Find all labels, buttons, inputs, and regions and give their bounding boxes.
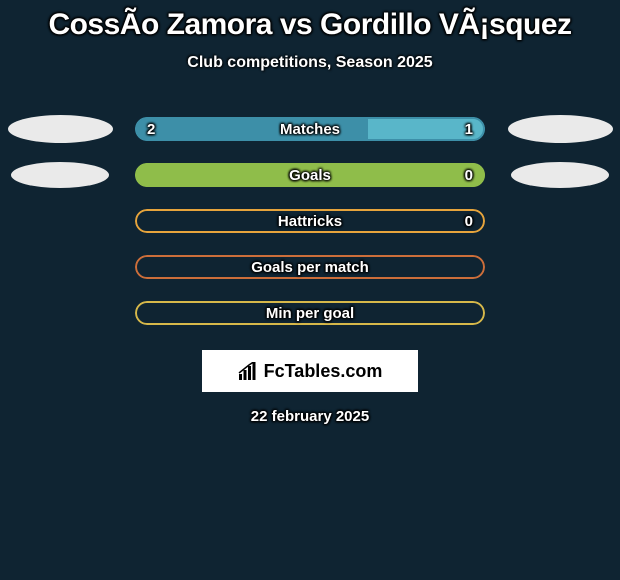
bar-label: Goals per match (135, 255, 485, 279)
player-bubble-right (508, 115, 613, 143)
logo-box[interactable]: FcTables.com (202, 350, 418, 392)
stat-row: Goals0 (0, 152, 620, 198)
stat-row: Min per goal (0, 290, 620, 336)
bar-label: Min per goal (135, 301, 485, 325)
bar-border (135, 209, 485, 233)
left-bubble-slot (0, 162, 120, 188)
player-bubble-left (8, 115, 113, 143)
stat-row: Matches21 (0, 106, 620, 152)
right-bubble-slot (500, 115, 620, 143)
bar-label: Hattricks (135, 209, 485, 233)
bars-icon (238, 362, 260, 380)
bar-center-wrap: Goals per match (120, 255, 500, 279)
logo-inner: FcTables.com (238, 361, 383, 382)
bar-border (135, 301, 485, 325)
page-title: CossÃo Zamora vs Gordillo VÃ¡squez (0, 8, 620, 42)
date-label: 22 february 2025 (0, 408, 620, 425)
bar-center-wrap: Goals0 (120, 163, 500, 187)
stat-bar: Hattricks0 (135, 209, 485, 233)
bar-center-wrap: Hattricks0 (120, 209, 500, 233)
bar-border (135, 255, 485, 279)
player-bubble-right (511, 162, 609, 188)
bar-center-wrap: Min per goal (120, 301, 500, 325)
bars-section: Matches21 Goals0 Hattricks0 Goals per match… (0, 106, 620, 336)
stat-row: Hattricks0 (0, 198, 620, 244)
logo-text: FcTables.com (264, 361, 383, 382)
stat-bar: Goals per match (135, 255, 485, 279)
value-right: 0 (465, 209, 473, 233)
bar-center-wrap: Matches21 (120, 117, 500, 141)
right-bubble-slot (500, 162, 620, 188)
comparison-card: CossÃo Zamora vs Gordillo VÃ¡squez Club … (0, 0, 620, 425)
bar-fill-left (135, 163, 485, 187)
player-bubble-left (11, 162, 109, 188)
left-bubble-slot (0, 115, 120, 143)
stat-row: Goals per match (0, 244, 620, 290)
stat-bar: Goals0 (135, 163, 485, 187)
subtitle: Club competitions, Season 2025 (0, 54, 620, 72)
stat-bar: Matches21 (135, 117, 485, 141)
stat-bar: Min per goal (135, 301, 485, 325)
bar-fill-left (135, 117, 368, 141)
bar-fill-right (368, 117, 485, 141)
